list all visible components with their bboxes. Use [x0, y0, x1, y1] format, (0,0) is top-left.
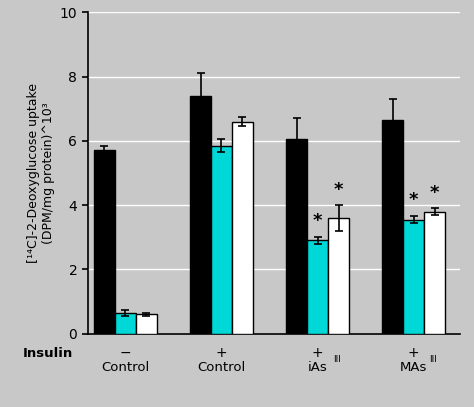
- Bar: [403, 220, 424, 334]
- Bar: [328, 218, 349, 334]
- Text: +: +: [216, 346, 228, 360]
- Text: Control: Control: [101, 361, 149, 374]
- Text: +: +: [408, 346, 419, 360]
- Bar: [286, 139, 307, 334]
- Text: Insulin: Insulin: [23, 346, 73, 359]
- Bar: [136, 315, 157, 334]
- Bar: [383, 120, 403, 334]
- Bar: [94, 151, 115, 334]
- Text: −: −: [119, 346, 131, 360]
- Bar: [190, 96, 211, 334]
- Text: III: III: [429, 355, 437, 364]
- Bar: [307, 241, 328, 334]
- Bar: [232, 122, 253, 334]
- Text: *: *: [334, 181, 343, 199]
- Text: Control: Control: [197, 361, 246, 374]
- Text: iAs: iAs: [308, 361, 328, 374]
- Bar: [424, 212, 445, 334]
- Text: MAs: MAs: [400, 361, 428, 374]
- Y-axis label: [¹⁴C]-2-Deoxyglucose uptake
(DPM/mg protein)^10³: [¹⁴C]-2-Deoxyglucose uptake (DPM/mg prot…: [27, 83, 55, 263]
- Text: *: *: [430, 184, 439, 202]
- Text: III: III: [333, 355, 340, 364]
- Text: +: +: [312, 346, 323, 360]
- Text: *: *: [409, 191, 419, 209]
- Bar: [115, 313, 136, 334]
- Text: *: *: [313, 212, 322, 230]
- Bar: [211, 146, 232, 334]
